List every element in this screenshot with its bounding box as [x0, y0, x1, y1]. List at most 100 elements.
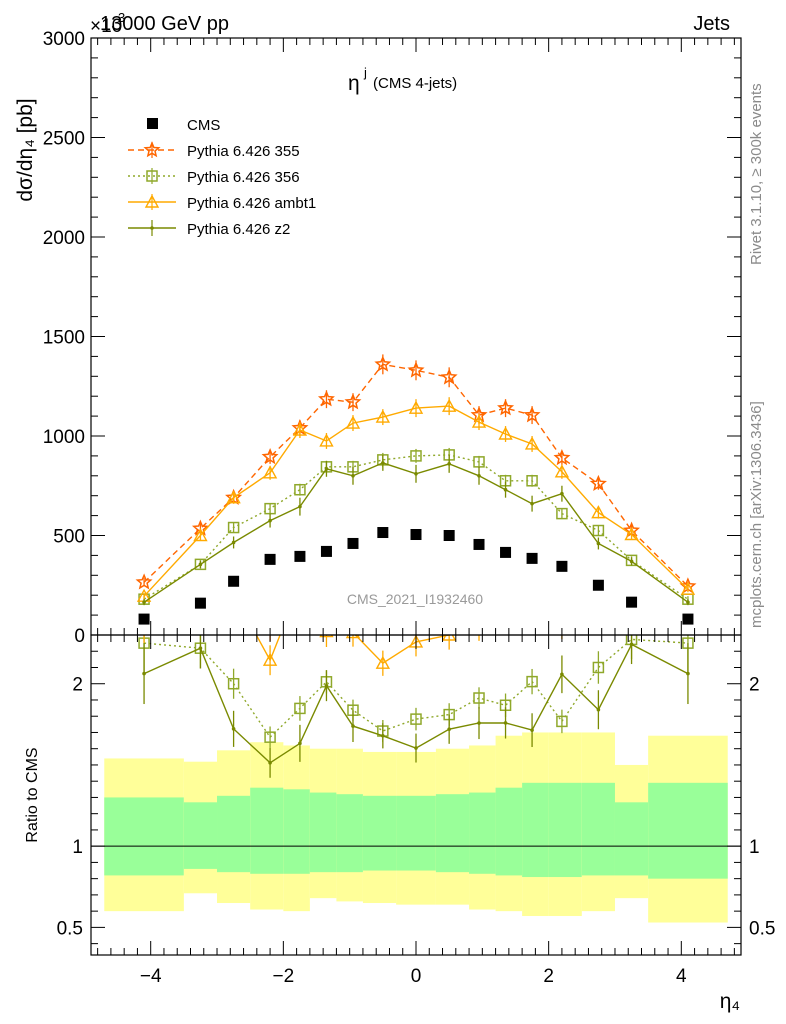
ratio-point: [137, 464, 150, 477]
series-point: [317, 390, 335, 407]
ratio-point: [414, 746, 418, 750]
series-point: [589, 474, 607, 491]
series-point: [629, 559, 634, 564]
series-point: [227, 521, 240, 534]
data-point: [443, 530, 455, 541]
legend-marker: [147, 118, 158, 129]
data-point: [410, 529, 422, 541]
ratio-tick-label: 0.5: [57, 918, 83, 939]
ratio-point: [381, 733, 385, 738]
series-point: [441, 398, 457, 412]
series-point: [345, 415, 361, 429]
ratio-uncertainty-bands: [104, 732, 728, 923]
ratio-band-inner: [362, 795, 397, 871]
exponent-power: 3: [118, 10, 125, 25]
ratio-tick-label-right: 1: [749, 837, 760, 858]
x-tick-label: 0: [411, 966, 422, 987]
y-tick-label: 0: [74, 626, 85, 647]
ratio-band-inner: [396, 795, 436, 871]
data-point: [377, 527, 389, 539]
plot-title-note: (CMS 4-jets): [373, 75, 457, 92]
ratio-point: [142, 671, 146, 676]
ratio-point: [194, 459, 207, 472]
series-point: [503, 487, 508, 492]
ratio-band-inner: [336, 794, 363, 873]
ratio-point: [409, 574, 422, 587]
series-point: [498, 426, 513, 440]
axes-layer: [90, 37, 742, 956]
ratio-point: [526, 675, 538, 688]
y-tick-label: 2500: [43, 129, 85, 150]
legend-label: CMS: [187, 117, 220, 134]
data-point: [592, 579, 604, 591]
data-point: [473, 538, 485, 550]
series-point: [298, 504, 302, 509]
ratio-point: [345, 635, 361, 639]
data-point: [138, 613, 150, 625]
ratio-band-inner: [648, 782, 728, 879]
data-point: [264, 553, 276, 565]
series-point: [497, 399, 515, 416]
ratio-band-inner: [548, 782, 582, 878]
series-point: [523, 406, 541, 423]
legend-marker: [150, 226, 154, 230]
series-point: [381, 461, 385, 465]
x-axis-label: η₄: [720, 990, 740, 1013]
ratio-band-inner: [469, 792, 496, 874]
ratio-point: [441, 635, 457, 641]
ratio-line: [144, 638, 688, 739]
data-point: [228, 575, 240, 587]
series-point: [294, 483, 306, 496]
series-line: [143, 405, 689, 597]
series-point: [194, 558, 207, 571]
series-point: [374, 355, 392, 372]
legend-marker: [144, 194, 160, 208]
ratio-band-inner: [104, 797, 184, 876]
ratio-point: [530, 728, 534, 732]
ratio-point: [319, 635, 334, 638]
ratio-point: [227, 587, 240, 600]
ratio-point: [324, 683, 329, 688]
y-tick-label: 1000: [43, 427, 85, 448]
ratio-point: [294, 702, 306, 715]
ratio-point: [376, 573, 389, 586]
ratio-point: [472, 607, 485, 620]
ratio-point: [298, 741, 302, 746]
y-tick-label: 2000: [43, 228, 85, 249]
y-axis-label: dσ/dη₄ [pb]: [14, 98, 37, 201]
ratio-band-inner: [614, 802, 649, 876]
ratio-point: [351, 724, 355, 728]
series-point: [292, 422, 308, 436]
data-point: [500, 546, 512, 558]
legend-label: Pythia 6.426 356: [187, 169, 300, 186]
series-point: [471, 414, 487, 428]
series-point: [560, 491, 564, 496]
ratio-point: [503, 721, 508, 725]
legend-marker: [146, 170, 158, 182]
ratio-point: [268, 761, 272, 765]
legend-label: Pythia 6.426 z2: [187, 221, 290, 238]
ratio-tick-label-right: 2: [749, 675, 760, 696]
series-point: [351, 474, 355, 478]
ratio-band-inner: [309, 792, 337, 873]
ratio-point: [556, 617, 568, 628]
ratio-point: [231, 727, 236, 731]
ratio-point: [682, 536, 694, 547]
ratio-point: [526, 598, 538, 609]
ratio-point: [592, 603, 604, 614]
series-point: [408, 400, 424, 414]
process-label: Jets: [693, 13, 730, 35]
ratio-point: [681, 504, 694, 517]
ratio-point: [473, 692, 485, 704]
legend-marker: [143, 141, 161, 158]
series-point: [440, 368, 458, 385]
series-layer: [135, 354, 697, 625]
series-point: [198, 562, 203, 567]
series-point: [324, 467, 329, 471]
legend: CMS Pythia 6.426 355 Pythia 6.426 356 Pythi…: [128, 117, 316, 238]
series-point: [231, 540, 236, 545]
y-tick-label: 3000: [43, 29, 85, 50]
energy-label: 13000 GeV pp: [100, 13, 229, 35]
series-point: [135, 573, 153, 590]
